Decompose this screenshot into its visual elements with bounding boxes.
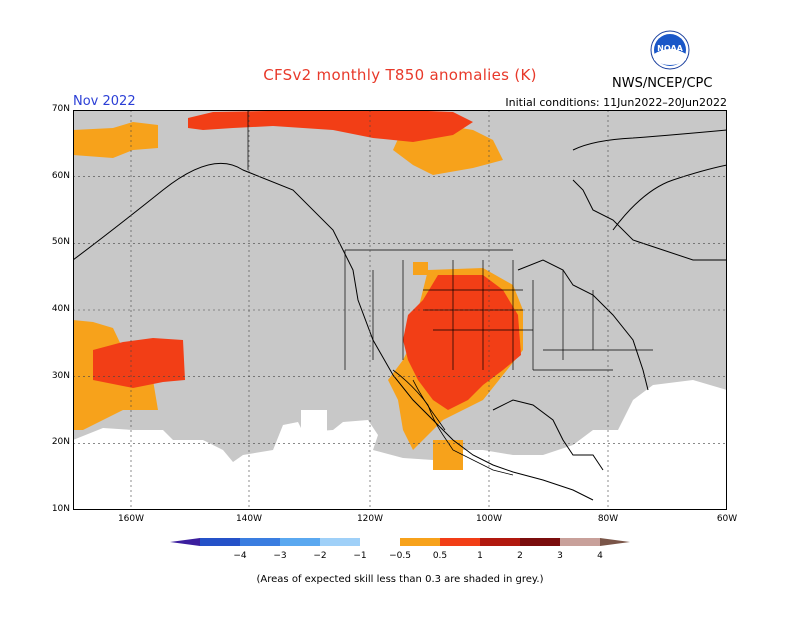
legend-tick-label: −0.5 xyxy=(389,551,411,561)
map-frame xyxy=(73,110,727,510)
lat-gridlines xyxy=(73,176,727,444)
lon-label: 100W xyxy=(475,514,503,524)
lon-label: 60W xyxy=(716,514,738,524)
footnote: (Areas of expected skill less than 0.3 a… xyxy=(256,574,544,585)
lon-gridlines xyxy=(130,110,609,510)
lat-label: 20N xyxy=(51,437,70,447)
lon-label: 120W xyxy=(356,514,384,524)
lat-label: 40N xyxy=(51,304,70,314)
legend-tick-label: −3 xyxy=(273,551,286,561)
lat-label: 10N xyxy=(51,504,70,514)
low-skill-mask xyxy=(73,110,727,462)
initial-conditions: Initial conditions: 11Jun2022–20Jun2022 xyxy=(505,96,727,109)
forecast-month: Nov 2022 xyxy=(73,94,136,109)
legend-arrow-low xyxy=(170,538,200,546)
legend-tick-label: 2 xyxy=(517,551,523,561)
legend-tick-label: −1 xyxy=(353,551,366,561)
lon-label: 160W xyxy=(117,514,145,524)
lon-label: 140W xyxy=(235,514,263,524)
legend-tick-label: 3 xyxy=(557,551,563,561)
color-legend: −4 −3 −2 −1 −0.5 0.5 1 2 3 4 xyxy=(170,538,630,561)
legend-arrow-high xyxy=(600,538,630,546)
lat-label: 60N xyxy=(51,171,70,181)
legend-swatch xyxy=(560,538,600,546)
legend-tick-label: 4 xyxy=(597,551,603,561)
lon-label: 80W xyxy=(597,514,619,524)
noaa-logo: NOAA xyxy=(650,30,690,70)
legend-swatch xyxy=(280,538,320,546)
logo-text: NOAA xyxy=(657,44,683,53)
legend-swatch xyxy=(400,538,440,546)
legend-swatch xyxy=(360,538,400,546)
legend-tick-label: 1 xyxy=(477,551,483,561)
legend-swatch xyxy=(440,538,480,546)
legend-swatch xyxy=(480,538,520,546)
anomaly-map xyxy=(73,110,727,510)
legend-swatch xyxy=(200,538,240,546)
legend-swatch xyxy=(320,538,360,546)
lat-label: 70N xyxy=(51,104,70,114)
legend-tick-label: 0.5 xyxy=(433,551,447,561)
mexico-outline xyxy=(392,369,514,476)
anomaly-1-2 xyxy=(93,110,521,410)
legend-swatch xyxy=(520,538,560,546)
map-title: CFSv2 monthly T850 anomalies (K) xyxy=(263,66,537,84)
coastlines xyxy=(73,129,727,501)
legend-tick-label: −2 xyxy=(313,551,326,561)
lat-label: 30N xyxy=(51,371,70,381)
lat-label: 50N xyxy=(51,237,70,247)
legend-tick-label: −4 xyxy=(233,551,247,561)
agency-label: NWS/NCEP/CPC xyxy=(612,76,713,91)
legend-swatch xyxy=(240,538,280,546)
